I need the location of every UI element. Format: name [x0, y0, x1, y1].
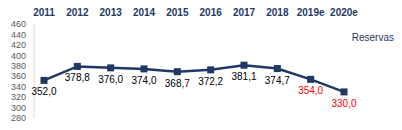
svg-text:2012: 2012 — [66, 8, 89, 18]
svg-text:440: 440 — [11, 30, 26, 40]
html-text:Reservas: Reservas — [351, 32, 394, 43]
svg-text:378,8: 378,8 — [65, 72, 90, 83]
svg-text:380: 380 — [11, 61, 26, 71]
svg-text:360: 360 — [11, 71, 26, 81]
svg-text:2018: 2018 — [266, 8, 289, 18]
svg-text:2013: 2013 — [100, 8, 123, 18]
svg-text:2011: 2011 — [33, 8, 55, 18]
svg-text:460: 460 — [11, 19, 26, 29]
svg-text:376,0: 376,0 — [98, 74, 123, 85]
svg-text:340: 340 — [11, 82, 26, 92]
svg-text:352,0: 352,0 — [31, 86, 56, 97]
svg-text:280: 280 — [11, 113, 26, 122]
svg-text:381,1: 381,1 — [231, 71, 256, 82]
svg-text:2019e: 2019e — [297, 8, 325, 18]
svg-text:320: 320 — [11, 92, 26, 102]
svg-text:372,2: 372,2 — [198, 76, 223, 87]
svg-text:354,0: 354,0 — [298, 85, 323, 96]
svg-text:374,7: 374,7 — [265, 75, 290, 86]
svg-text:2017: 2017 — [233, 8, 256, 18]
svg-text:2016: 2016 — [200, 8, 223, 18]
svg-text:420: 420 — [11, 40, 26, 50]
svg-text:400: 400 — [11, 51, 26, 61]
svg-text:330,0: 330,0 — [331, 98, 356, 109]
svg-text:2020e: 2020e — [330, 8, 358, 18]
svg-text:2014: 2014 — [133, 8, 156, 18]
svg-text:2015: 2015 — [166, 8, 189, 18]
svg-text:374,0: 374,0 — [131, 75, 156, 86]
svg-text:368,7: 368,7 — [165, 78, 190, 89]
svg-text:300: 300 — [11, 103, 26, 113]
